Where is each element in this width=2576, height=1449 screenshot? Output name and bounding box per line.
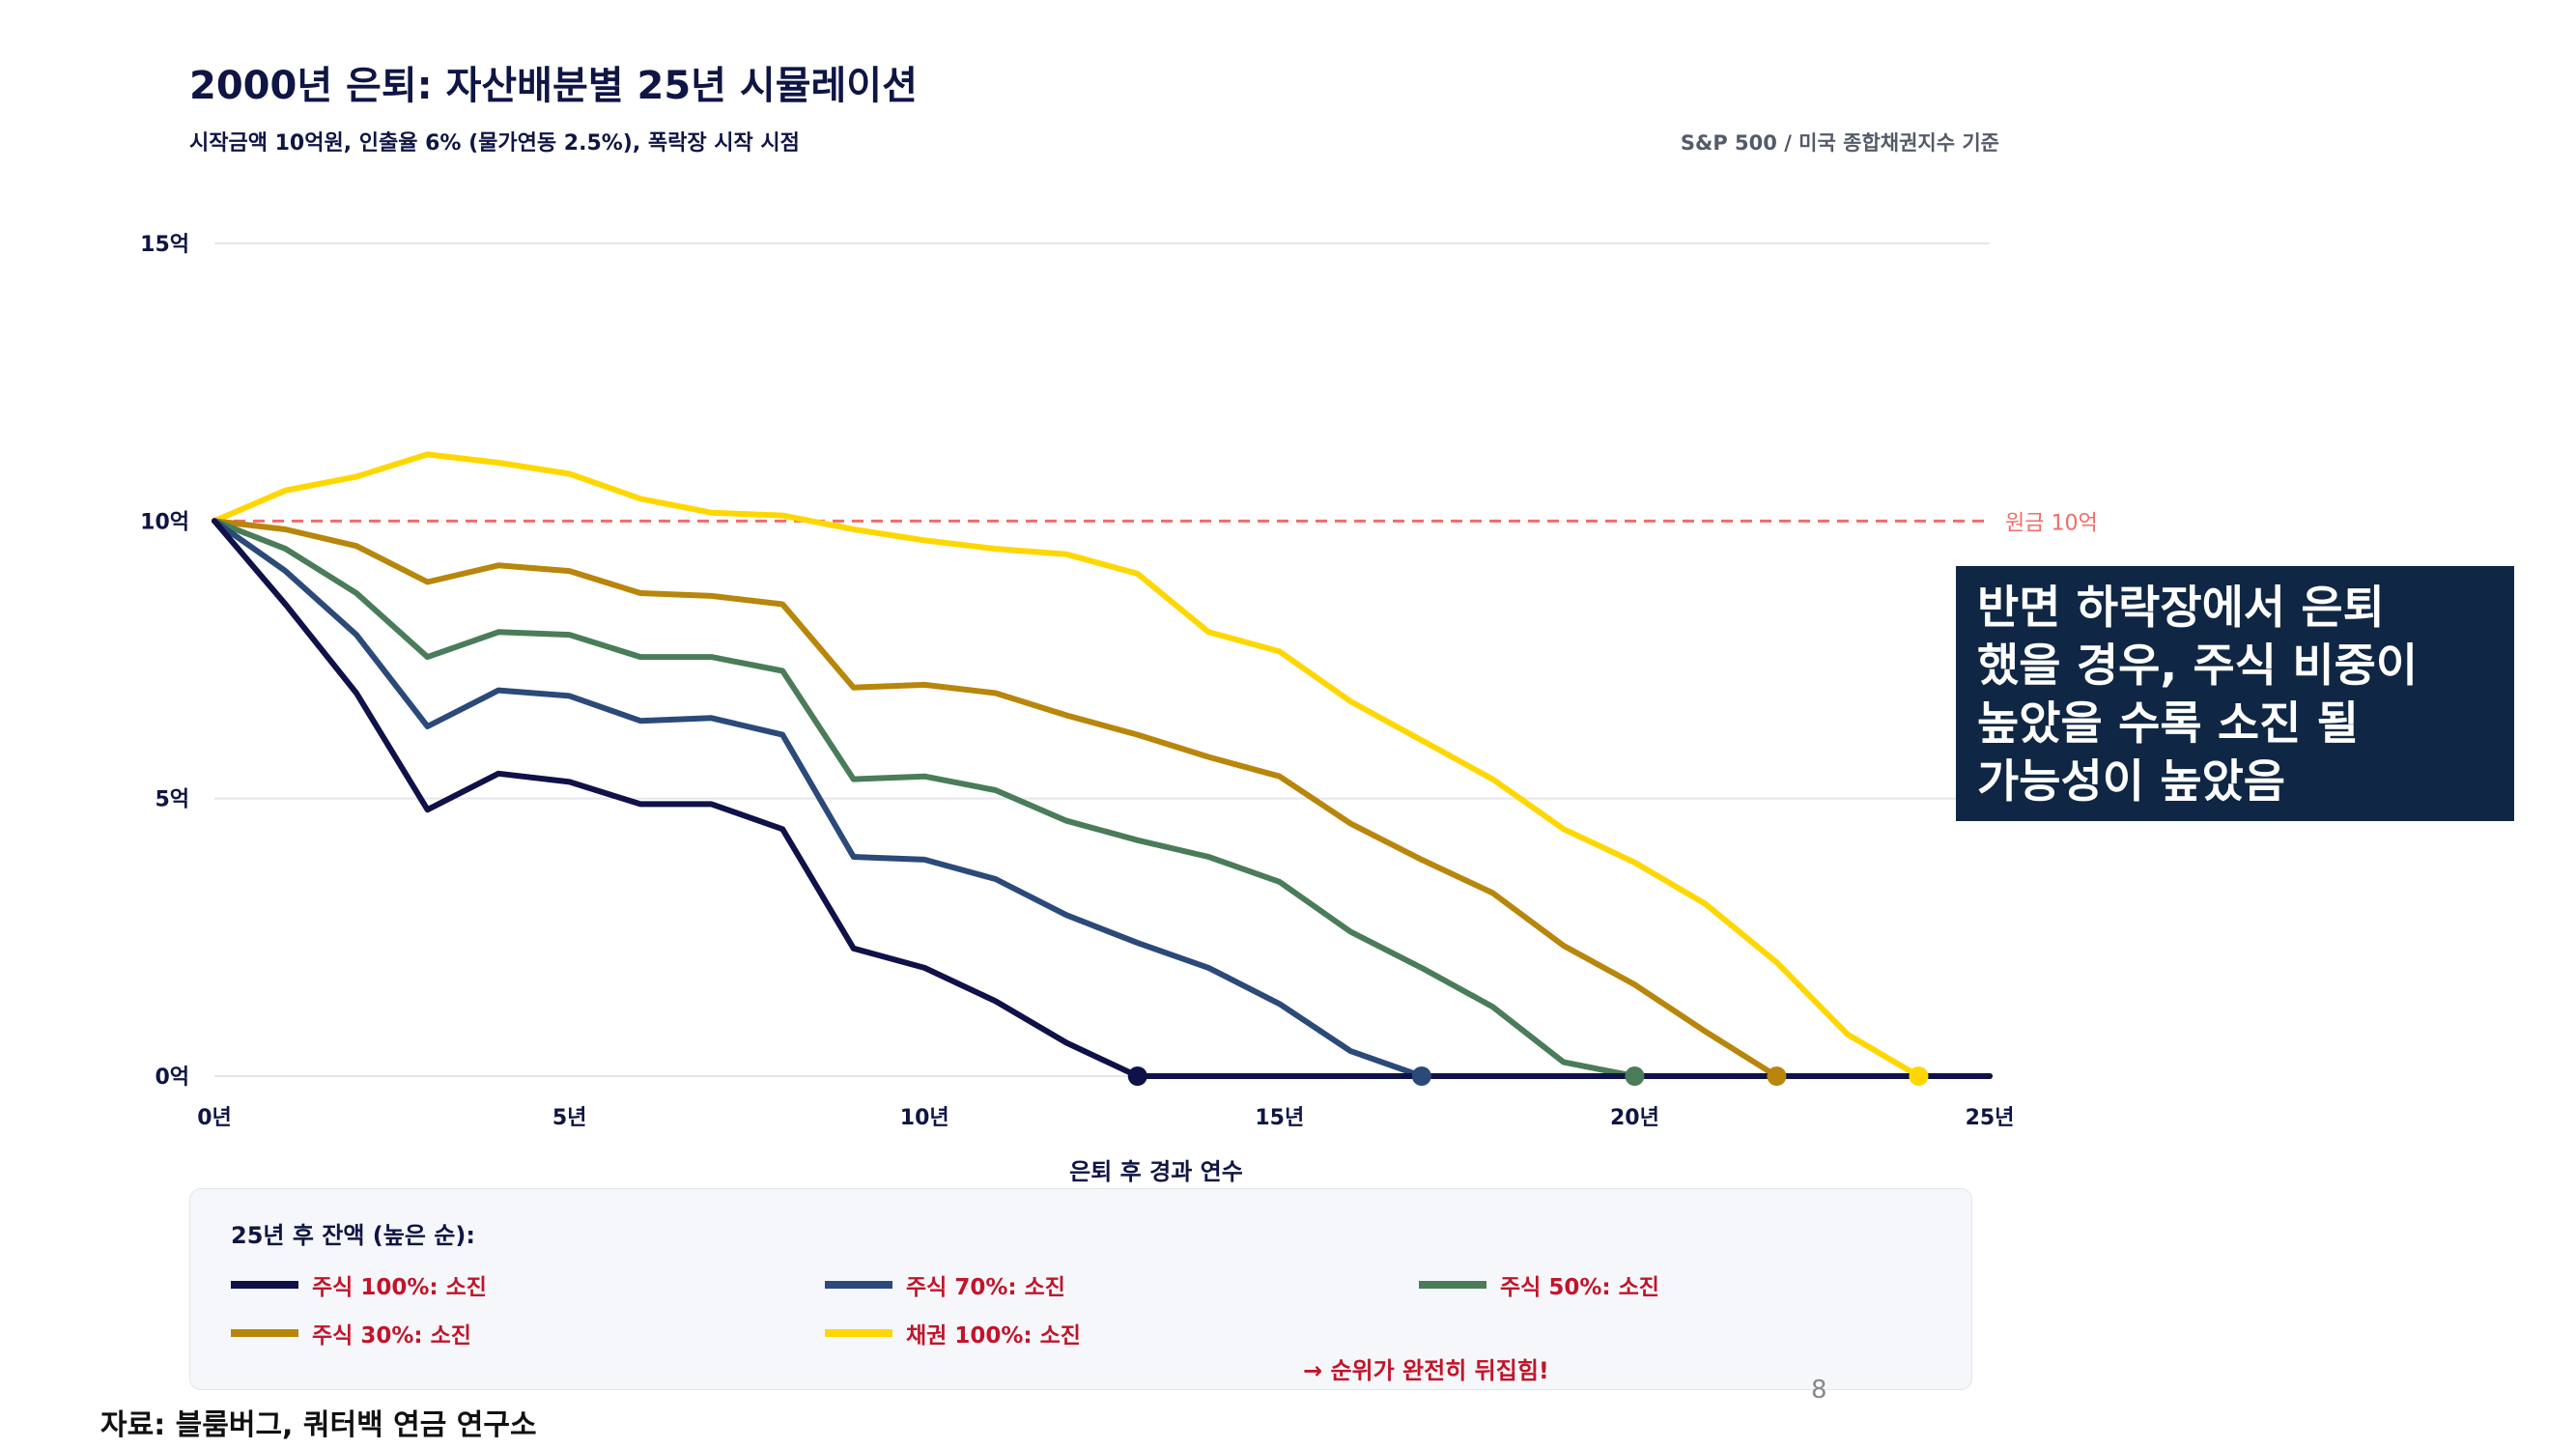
legend-heading: 25년 후 잔액 (높은 순): — [231, 1222, 475, 1249]
series-line — [212, 518, 1993, 1079]
y-tick-label: 5억 — [155, 788, 189, 812]
footer-source: 자료: 블룸버그, 쿼터백 연금 연구소 — [100, 1408, 537, 1442]
y-tick-label: 10억 — [140, 510, 189, 534]
series-line — [212, 518, 1993, 1079]
x-tick-label: 10년 — [900, 1106, 949, 1130]
reference-line-group: 원금 10억 — [214, 511, 2098, 535]
legend-item-stock-70: 주식 70%: 소진 — [825, 1270, 1065, 1300]
depletion-marker — [1767, 1066, 1787, 1086]
x-tick-label: 0년 — [197, 1106, 232, 1130]
reference-line-label: 원금 10억 — [2005, 511, 2098, 535]
tick-labels: 0억 5억 10억 15억 0년 5년 10년 15년 20년 25년 — [140, 233, 2014, 1130]
legend-note: → 순위가 완전히 뒤집힘! — [1303, 1357, 1549, 1384]
y-tick-label: 0억 — [155, 1065, 189, 1090]
legend-box: 25년 후 잔액 (높은 순): 주식 100%: 소진 주식 70%: 소진 … — [189, 1188, 1972, 1390]
x-tick-label: 15년 — [1255, 1106, 1304, 1130]
y-tick-label: 15억 — [140, 233, 189, 257]
x-tick-label: 20년 — [1610, 1106, 1659, 1130]
legend-swatch — [825, 1281, 892, 1289]
callout-line: 반면 하락장에서 은퇴 — [1977, 582, 2385, 635]
source-note: S&P 500 / 미국 종합채권지수 기준 — [1680, 131, 1999, 155]
legend-label: 주식 50%: 소진 — [1500, 1275, 1659, 1300]
x-tick-label: 25년 — [1966, 1106, 2015, 1130]
legend-label: 주식 30%: 소진 — [312, 1323, 471, 1349]
depletion-marker — [1625, 1066, 1645, 1086]
page-number: 8 — [1811, 1376, 1827, 1405]
legend-swatch — [231, 1281, 298, 1289]
callout-box: 반면 하락장에서 은퇴 했을 경우, 주식 비중이 높았을 수록 소진 될 가능… — [1956, 566, 2514, 821]
legend-swatch — [231, 1329, 298, 1337]
legend-item-bond-100: 채권 100%: 소진 — [825, 1319, 1081, 1349]
callout-line: 가능성이 높았음 — [1977, 755, 2286, 809]
series-lines — [212, 451, 1993, 1079]
chart-title: 2000년 은퇴: 자산배분별 25년 시뮬레이션 — [189, 64, 918, 108]
x-tick-label: 5년 — [552, 1106, 587, 1130]
callout-line: 했을 경우, 주식 비중이 — [1977, 639, 2419, 693]
depletion-marker — [1411, 1066, 1431, 1086]
legend-label: 주식 70%: 소진 — [906, 1275, 1065, 1300]
legend-item-stock-100: 주식 100%: 소진 — [231, 1270, 487, 1300]
chart-subtitle: 시작금액 10억원, 인출율 6% (물가연동 2.5%), 폭락장 시작 시점 — [189, 131, 800, 156]
legend-swatch — [825, 1329, 892, 1337]
series-line — [212, 451, 1993, 1079]
legend-item-stock-50: 주식 50%: 소진 — [1419, 1270, 1659, 1300]
callout-line: 높았을 수록 소진 될 — [1977, 697, 2360, 751]
depletion-marker — [1127, 1066, 1147, 1086]
x-axis-label: 은퇴 후 경과 연수 — [1069, 1158, 1243, 1185]
grid-lines — [214, 242, 1990, 1077]
legend-item-stock-30: 주식 30%: 소진 — [231, 1319, 471, 1349]
depletion-markers — [1127, 1066, 1929, 1086]
legend-label: 채권 100%: 소진 — [906, 1323, 1081, 1349]
legend-swatch — [1419, 1281, 1486, 1289]
legend-label: 주식 100%: 소진 — [312, 1275, 487, 1300]
depletion-marker — [1909, 1066, 1929, 1086]
